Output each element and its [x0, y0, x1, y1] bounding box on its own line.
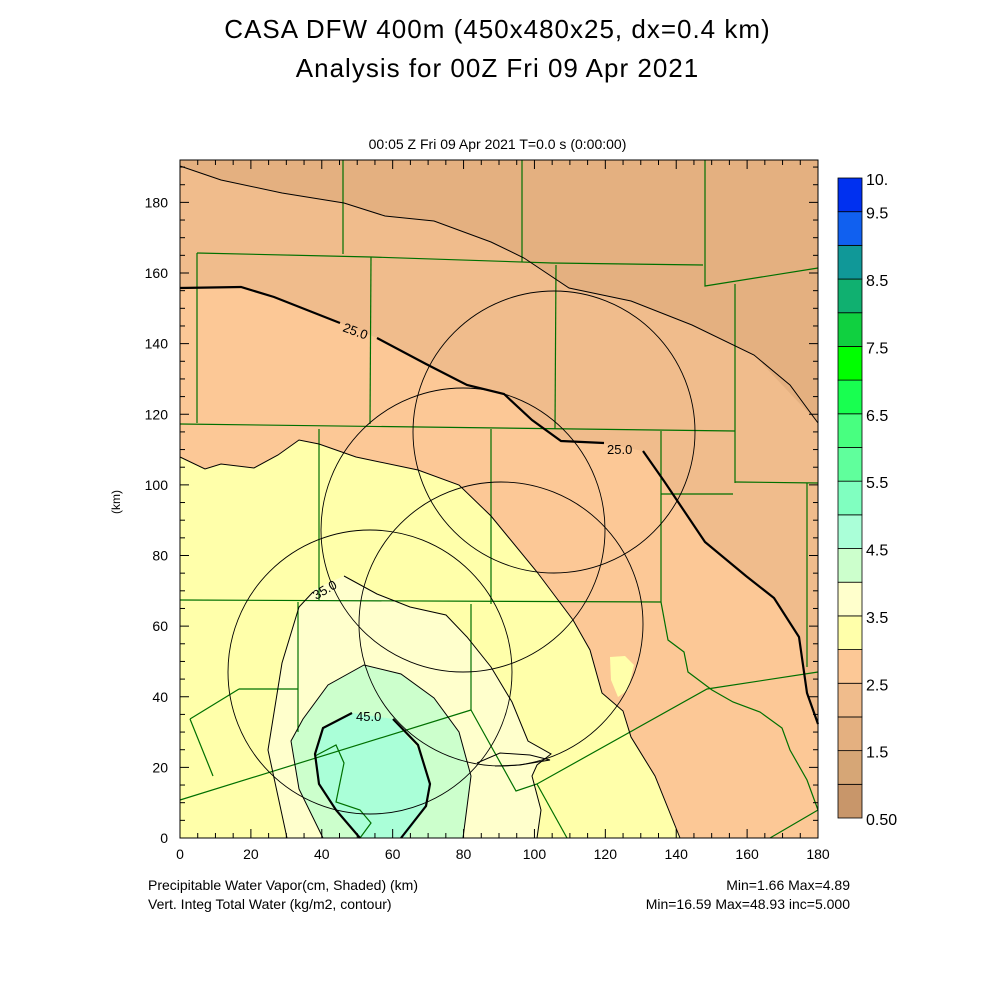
colorbar-swatch — [837, 615, 863, 650]
colorbar-swatch — [837, 312, 863, 347]
figure-subtitle: Analysis for 00Z Fri 09 Apr 2021 — [295, 53, 700, 83]
radar-ring — [227, 529, 513, 815]
colorbar-swatch — [837, 649, 863, 684]
contour-field-stats: Min=16.59 Max=48.93 inc=5.000 — [645, 896, 850, 912]
colorbar-label: 7.5 — [866, 340, 888, 357]
colorbar-swatch — [837, 682, 863, 718]
contour-25 — [376, 337, 605, 445]
colorbar-label: 5.5 — [866, 475, 888, 492]
y-tick-label: 160 — [145, 265, 169, 281]
x-tick-label: 180 — [806, 846, 830, 862]
y-tick-label: 120 — [145, 406, 169, 422]
shaded-field — [180, 160, 818, 838]
plot-time-header: 00:05 Z Fri 09 Apr 2021 T=0.0 s (0:00:00… — [368, 136, 627, 152]
colorbar-label: 10. — [866, 172, 888, 189]
axis-ticks — [179, 160, 819, 839]
x-tick-label: 0 — [176, 846, 184, 862]
y-tick-label: 180 — [145, 194, 169, 210]
shaded-field-stats: Min=1.66 Max=4.89 — [726, 877, 850, 893]
contour-45 — [392, 718, 432, 839]
contours: 25.0 25.0 35.0 45.0 — [179, 165, 820, 839]
colorbar-label: 8.5 — [866, 273, 888, 290]
contour-label: 25.0 — [607, 442, 632, 457]
colorbar-swatch — [837, 244, 863, 280]
colorbar-swatch — [837, 750, 863, 785]
colorbar-swatch — [837, 514, 863, 549]
x-tick-label: 60 — [385, 846, 401, 862]
y-tick-label: 0 — [160, 830, 168, 846]
colorbar-swatch — [837, 581, 863, 617]
x-tick-label: 20 — [243, 846, 259, 862]
contour-closed-small — [476, 752, 551, 767]
colorbar-label: 4.5 — [866, 543, 888, 560]
figure-title: CASA DFW 400m (450x480x25, dx=0.4 km) — [224, 14, 771, 44]
y-tick-label: 100 — [145, 477, 169, 493]
colorbar-swatch — [837, 278, 863, 314]
contour-25 — [642, 450, 820, 725]
x-tick-label: 100 — [523, 846, 547, 862]
colorbar-swatch — [837, 379, 863, 415]
colorbar-swatch — [837, 177, 863, 213]
contour-20 — [179, 165, 819, 424]
colorbar-label: 0.50 — [866, 812, 897, 829]
county-borders — [179, 160, 819, 839]
y-tick-label: 80 — [152, 548, 168, 564]
contour-30 — [179, 439, 681, 839]
colorbar-swatch — [837, 548, 863, 583]
shade-4.5-5.0 — [315, 713, 430, 838]
colorbar-label: 2.5 — [866, 677, 888, 694]
colorbar-swatch — [837, 346, 863, 381]
contour-45 — [313, 712, 361, 839]
y-tick-label: 60 — [152, 618, 168, 634]
x-tick-label: 120 — [594, 846, 618, 862]
x-tick-label: 40 — [314, 846, 330, 862]
colorbar: 10. 9.5 8.5 7.5 6.5 5.5 4.5 3.5 2.5 1.5 0.50 — [837, 172, 897, 829]
x-tick-label: 140 — [665, 846, 689, 862]
x-tick-label: 80 — [456, 846, 472, 862]
contour-label: 45.0 — [356, 709, 381, 724]
colorbar-label: 1.5 — [866, 745, 888, 762]
colorbar-swatch — [837, 783, 863, 819]
colorbar-label: 3.5 — [866, 610, 888, 627]
colorbar-swatch — [837, 211, 863, 246]
contour-40 — [290, 664, 472, 839]
y-tick-label: 20 — [152, 759, 168, 775]
colorbar-swatch — [837, 480, 863, 516]
x-tick-labels: 0 20 40 60 80 100 120 140 160 180 — [176, 846, 830, 862]
radar-ring — [320, 387, 606, 673]
contour-35 — [343, 575, 552, 839]
contour-35 — [267, 591, 314, 839]
shade-1.5-2.0 — [180, 160, 818, 423]
colorbar-swatch — [837, 447, 863, 482]
colorbar-label: 9.5 — [866, 206, 888, 223]
shaded-field-label: Precipitable Water Vapor(cm, Shaded) (km… — [148, 877, 418, 893]
y-tick-label: 140 — [145, 336, 169, 352]
colorbar-swatch — [837, 413, 863, 448]
radar-range-rings — [227, 290, 696, 815]
y-tick-label: 40 — [152, 689, 168, 705]
radar-ring — [412, 290, 696, 574]
contour-field-label: Vert. Integ Total Water (kg/m2, contour) — [148, 896, 392, 912]
x-tick-label: 160 — [735, 846, 759, 862]
contour-25 — [179, 285, 341, 325]
colorbar-swatch — [837, 716, 863, 752]
colorbar-label: 6.5 — [866, 408, 888, 425]
y-tick-labels: 0 20 40 60 80 100 120 140 160 180 — [145, 194, 169, 846]
